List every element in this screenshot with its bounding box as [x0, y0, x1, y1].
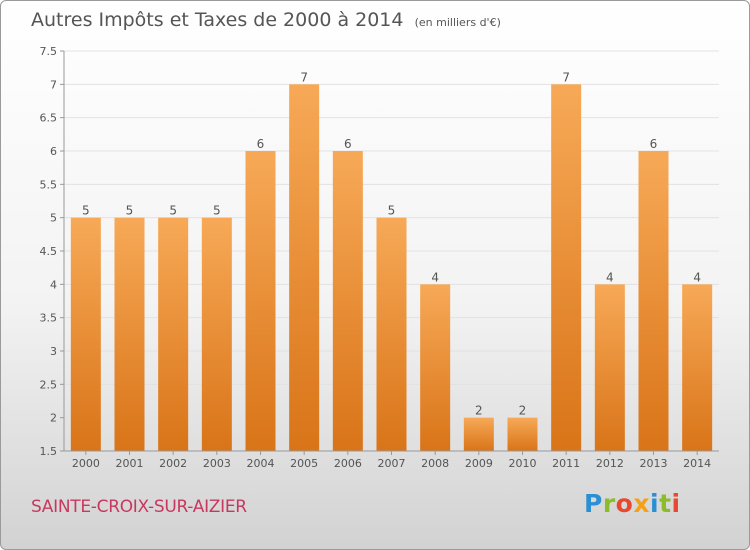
y-tick-label: 2.5 — [40, 378, 58, 391]
logo-letter: P — [584, 489, 603, 518]
y-tick-label: 1.5 — [40, 445, 58, 458]
logo-letter: i — [671, 489, 681, 518]
x-tick-label: 2011 — [552, 457, 580, 470]
x-tick-label: 2000 — [72, 457, 100, 470]
bar — [70, 217, 101, 451]
x-axis-ticks: 2000 2001 2002 2003 2004 2005 2006 2007 2008 2009… — [72, 451, 711, 470]
y-tick-label: 6.5 — [40, 112, 58, 125]
logo-letter: o — [615, 489, 634, 518]
bar — [245, 151, 276, 451]
y-tick-label: 4.5 — [40, 245, 58, 258]
bar — [594, 284, 625, 451]
bar — [682, 284, 713, 451]
x-tick-label: 2012 — [596, 457, 624, 470]
y-tick-label: 3 — [50, 345, 57, 358]
x-tick-label: 2006 — [334, 457, 362, 470]
data-label: 6 — [650, 137, 658, 151]
data-label: 4 — [606, 270, 614, 284]
data-label: 7 — [300, 70, 308, 84]
title-main: Autres Impôts et Taxes de 2000 à 2014 — [31, 9, 404, 31]
bar — [420, 284, 451, 451]
logo-letter: i — [650, 489, 660, 518]
x-tick-label: 2007 — [378, 457, 406, 470]
x-tick-label: 2010 — [509, 457, 537, 470]
y-tick-label: 3.5 — [40, 312, 58, 325]
bar — [201, 217, 232, 451]
y-tick-label: 5 — [50, 212, 57, 225]
bar — [551, 84, 582, 451]
bar — [507, 417, 538, 451]
chart-title: Autres Impôts et Taxes de 2000 à 2014 (e… — [31, 9, 501, 31]
x-tick-label: 2004 — [247, 457, 275, 470]
logo-letter: t — [659, 489, 672, 518]
data-label: 4 — [693, 270, 701, 284]
data-label: 6 — [257, 137, 265, 151]
x-tick-label: 2009 — [465, 457, 493, 470]
title-unit-note: (en milliers d'€) — [414, 16, 501, 29]
bar — [376, 217, 407, 451]
data-label: 5 — [82, 204, 90, 218]
y-tick-label: 4 — [50, 278, 57, 291]
bar — [289, 84, 320, 451]
x-tick-label: 2014 — [683, 457, 711, 470]
data-label: 7 — [562, 70, 570, 84]
x-tick-label: 2013 — [640, 457, 668, 470]
y-tick-label: 7.5 — [40, 45, 58, 58]
data-label: 5 — [169, 204, 177, 218]
data-label: 6 — [344, 137, 352, 151]
bars — [70, 84, 713, 451]
y-tick-label: 6 — [50, 145, 57, 158]
y-tick-label: 2 — [50, 412, 57, 425]
data-label: 4 — [431, 270, 439, 284]
bar — [638, 151, 669, 451]
data-label: 5 — [213, 204, 221, 218]
bar — [114, 217, 145, 451]
bar — [332, 151, 363, 451]
x-tick-label: 2001 — [116, 457, 144, 470]
data-label: 5 — [126, 204, 134, 218]
data-label: 2 — [519, 404, 527, 418]
proxiti-logo: Proxiti — [584, 489, 681, 518]
logo-letter: r — [602, 489, 616, 518]
y-axis-ticks: 1.5 2 2.5 3 3.5 4 4.5 5 5.5 6 6.5 7 7.5 — [40, 45, 64, 458]
x-tick-label: 2008 — [421, 457, 449, 470]
data-label: 2 — [475, 404, 483, 418]
data-labels: 5 5 5 5 6 7 6 5 4 2 2 7 4 6 4 — [82, 70, 701, 417]
y-tick-label: 5.5 — [40, 178, 58, 191]
x-tick-label: 2005 — [290, 457, 318, 470]
data-label: 5 — [388, 204, 396, 218]
bar — [463, 417, 494, 451]
x-tick-label: 2002 — [159, 457, 187, 470]
bar — [158, 217, 189, 451]
logo-letter: x — [633, 489, 650, 518]
y-tick-label: 7 — [50, 78, 57, 91]
commune-name: SAINTE-CROIX-SUR-AIZIER — [31, 497, 247, 517]
x-tick-label: 2003 — [203, 457, 231, 470]
